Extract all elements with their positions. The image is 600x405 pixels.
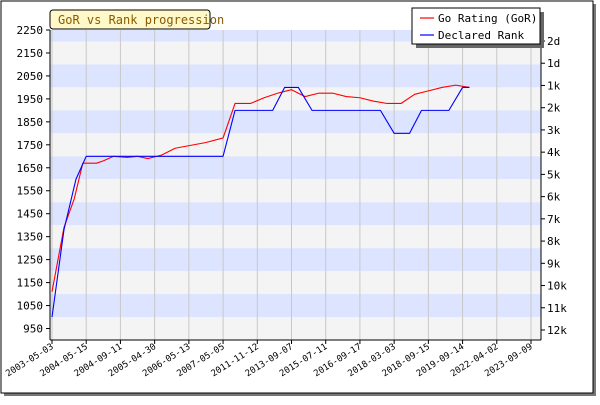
- y-right-tick-label: 10k: [547, 280, 567, 293]
- y-left-tick-label: 1450: [17, 208, 44, 221]
- series-rank-line: [51, 86, 470, 318]
- plot-band: [50, 110, 541, 134]
- y-right-tick-label: 5k: [547, 168, 561, 181]
- y-left-tick-label: 1050: [17, 300, 44, 313]
- y-left-tick-label: 1550: [17, 185, 44, 198]
- plot-band: [50, 248, 541, 272]
- y-left-tick-label: 1150: [17, 277, 44, 290]
- y-right-tick-label: 12k: [547, 324, 567, 337]
- plot-band: [50, 179, 541, 203]
- y-right-tick-label: 3k: [547, 124, 561, 137]
- chart-title: GoR vs Rank progression: [58, 13, 224, 27]
- plot-band: [50, 156, 541, 180]
- y-right-tick-label: 4k: [547, 146, 561, 159]
- y-right-tick-label: 2d: [547, 35, 560, 48]
- y-left-tick-label: 2250: [17, 24, 44, 37]
- y-right-tick-label: 2k: [547, 102, 561, 115]
- y-left-tick-label: 1350: [17, 231, 44, 244]
- vertical-grid: [51, 30, 532, 340]
- y-right-tick-label: 9k: [547, 257, 561, 270]
- series-lines: [51, 84, 470, 318]
- title-box: [49, 9, 211, 30]
- plot-band: [50, 64, 541, 88]
- plot-band: [50, 271, 541, 295]
- legend-label-rank: Declared Rank: [438, 29, 524, 42]
- y-left-tick-label: 1750: [17, 139, 44, 152]
- right-axis-ticks: 2d 1d 1k 2k 3k 4k 5k 6k 7k 8k 9k 10k 11k 12k: [541, 35, 567, 337]
- left-axis-ticks: 950 1050 1150 1250 1350 1450 1550 1650 1750 1850 1…: [17, 24, 50, 336]
- series-gor-line: [51, 84, 470, 292]
- y-left-tick-label: 1250: [17, 254, 44, 267]
- plot-band: [50, 202, 541, 226]
- plot-band: [50, 294, 541, 318]
- y-right-tick-label: 11k: [547, 302, 567, 315]
- y-right-tick-label: 6k: [547, 191, 561, 204]
- plot-band: [50, 225, 541, 249]
- legend-label-gor: Go Rating (GoR): [438, 12, 537, 25]
- y-right-tick-label: 1k: [547, 79, 561, 92]
- y-left-tick-label: 1850: [17, 116, 44, 129]
- plot-band: [50, 317, 541, 340]
- y-left-tick-label: 2150: [17, 47, 44, 60]
- y-right-tick-label: 7k: [547, 213, 561, 226]
- plot-bands: [50, 30, 541, 340]
- y-left-tick-label: 2050: [17, 70, 44, 83]
- y-left-tick-label: 950: [23, 323, 43, 336]
- y-right-tick-label: 1d: [547, 57, 560, 70]
- y-left-tick-label: 1650: [17, 162, 44, 175]
- plot-band: [50, 133, 541, 157]
- y-right-tick-label: 8k: [547, 235, 561, 248]
- y-left-tick-label: 1950: [17, 93, 44, 106]
- plot-band: [50, 87, 541, 111]
- plot-band: [50, 30, 541, 42]
- legend-box: [411, 7, 541, 45]
